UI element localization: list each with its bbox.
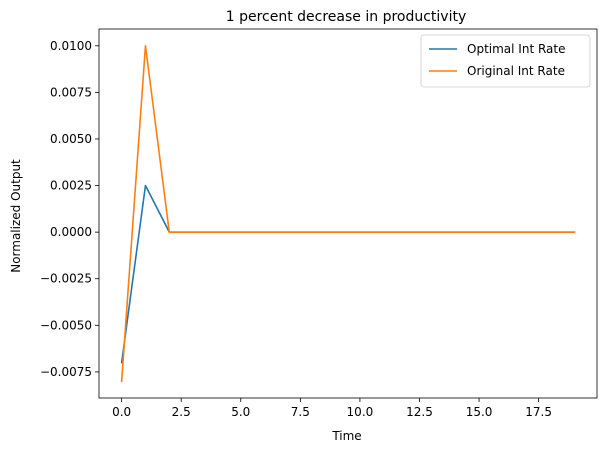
y-tick-label: −0.0050 [40,318,92,332]
x-tick-label: 17.5 [525,405,552,419]
legend: Optimal Int Rate Original Int Rate [420,34,591,88]
x-tick-label: 0.0 [112,405,131,419]
series-line-2 [120,44,576,383]
x-tick-label: 5.0 [231,405,250,419]
plot-area: 0.0 2.5 5.0 7.5 10.0 12.5 15.0 17.5 −0.0075 −0.00… [40,28,598,419]
legend-label-2: Original Int Rate [467,64,565,78]
x-tick-label: 2.5 [172,405,191,419]
chart-title: 1 percent decrease in productivity [226,9,467,25]
legend-box [420,34,591,88]
x-tick-label: 10.0 [347,405,374,419]
y-tick-label: 0.0000 [50,225,92,239]
y-tick-label: −0.0075 [40,365,92,379]
y-tick-label: 0.0025 [50,179,92,193]
y-tick-label: 0.0075 [50,85,92,99]
axes-frame [98,28,598,399]
x-tick-label: 12.5 [406,405,433,419]
x-tick-label: 7.5 [291,405,310,419]
y-axis-label: Normalized Output [9,159,23,273]
x-axis-label: Time [331,429,361,443]
x-tick-label: 15.0 [466,405,493,419]
y-tick-label: 0.0050 [50,132,92,146]
legend-label-1: Optimal Int Rate [467,42,565,56]
y-tick-label: −0.0025 [40,272,92,286]
y-tick-label: 0.0100 [50,39,92,53]
